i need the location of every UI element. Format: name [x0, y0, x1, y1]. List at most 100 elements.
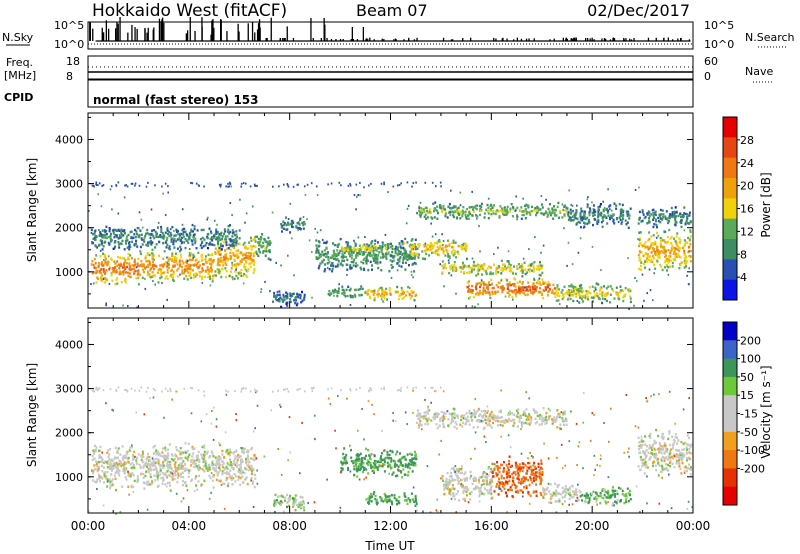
- data-cell: [369, 247, 372, 251]
- data-cell: [92, 233, 95, 236]
- data-cell: [208, 253, 211, 257]
- nsky-bar: [105, 20, 107, 41]
- data-cell: [231, 229, 234, 232]
- data-cell: [488, 272, 491, 276]
- data-cell: [103, 472, 106, 475]
- data-cell: [407, 474, 409, 477]
- data-cell: [437, 249, 440, 252]
- data-cell: [289, 202, 292, 205]
- data-cell: [199, 244, 202, 247]
- data-cell: [374, 239, 377, 242]
- data-cell: [472, 205, 475, 209]
- data-cell: [107, 241, 110, 244]
- data-cell: [678, 255, 681, 258]
- data-cell: [374, 494, 377, 498]
- data-cell: [237, 249, 240, 252]
- data-cell: [210, 450, 213, 453]
- data-cell: [684, 263, 687, 267]
- data-cell: [669, 255, 672, 258]
- data-cell: [363, 466, 366, 470]
- data-cell: [651, 209, 654, 212]
- data-cell: [394, 474, 397, 478]
- data-cell: [212, 455, 215, 458]
- data-cell: [360, 285, 363, 288]
- nsky-bar: [326, 38, 328, 41]
- data-cell: [94, 480, 97, 483]
- data-cell: [226, 258, 229, 262]
- data-cell: [447, 253, 450, 256]
- nsky-bar: [677, 38, 679, 41]
- data-cell: [514, 292, 517, 296]
- data-cell: [323, 270, 326, 273]
- data-cell: [280, 305, 283, 309]
- data-cell: [477, 264, 480, 268]
- data-cell: [218, 247, 221, 250]
- nsky-bar: [286, 26, 288, 41]
- data-cell: [116, 463, 119, 466]
- data-cell: [649, 245, 652, 248]
- data-cell: [483, 212, 486, 215]
- data-cell: [99, 231, 102, 234]
- data-cell: [368, 295, 371, 298]
- data-cell: [349, 304, 352, 306]
- data-cell: [211, 243, 214, 246]
- data-cell: [177, 474, 180, 477]
- data-cell: [593, 209, 596, 212]
- data-cell: [674, 240, 677, 243]
- data-cell: [187, 235, 190, 238]
- data-cell: [389, 259, 392, 262]
- data-cell: [402, 455, 405, 459]
- data-cell: [272, 185, 274, 188]
- nsky-bar: [442, 37, 445, 41]
- data-cell: [490, 213, 493, 216]
- data-cell: [204, 462, 207, 465]
- data-cell: [441, 271, 444, 274]
- data-cell: [659, 208, 662, 212]
- nsky-frame: [87, 21, 694, 50]
- nsky-bar: [623, 38, 625, 41]
- data-cell: [440, 206, 443, 210]
- data-cell: [218, 183, 221, 186]
- data-cell: [180, 472, 183, 475]
- data-cell: [397, 465, 400, 468]
- data-cell: [687, 222, 689, 225]
- data-cell: [369, 461, 372, 465]
- data-cell: [192, 230, 194, 233]
- data-cell: [601, 297, 604, 300]
- data-cell: [656, 231, 659, 235]
- data-cell: [570, 285, 573, 288]
- data-cell: [153, 468, 156, 471]
- data-cell: [497, 281, 500, 284]
- nsky-bar: [251, 22, 254, 41]
- data-cell: [143, 237, 146, 240]
- data-cell: [196, 229, 199, 232]
- data-cell: [602, 208, 605, 211]
- data-cell: [638, 186, 640, 189]
- data-cell: [372, 250, 375, 253]
- data-cell: [418, 207, 421, 210]
- data-cell: [396, 262, 399, 265]
- data-cell: [331, 270, 334, 273]
- data-cell: [451, 246, 453, 249]
- data-cell: [174, 473, 177, 477]
- data-cell: [512, 272, 515, 275]
- data-cell: [663, 250, 666, 253]
- data-cell: [161, 472, 164, 475]
- nsky-bar: [103, 32, 105, 41]
- data-cell: [303, 293, 306, 297]
- data-cell: [300, 301, 303, 304]
- data-cell: [447, 259, 450, 262]
- data-cell: [266, 241, 269, 244]
- data-cell: [141, 450, 144, 453]
- data-cell: [613, 202, 616, 205]
- nsky-bar: [593, 39, 595, 41]
- data-cell: [145, 458, 148, 461]
- data-cell: [408, 254, 410, 257]
- data-cell: [142, 476, 145, 479]
- data-cell: [497, 271, 500, 274]
- data-cell: [672, 252, 675, 256]
- data-cell: [343, 291, 346, 295]
- data-cell: [433, 216, 436, 219]
- data-cell: [280, 226, 283, 229]
- data-cell: [181, 265, 183, 269]
